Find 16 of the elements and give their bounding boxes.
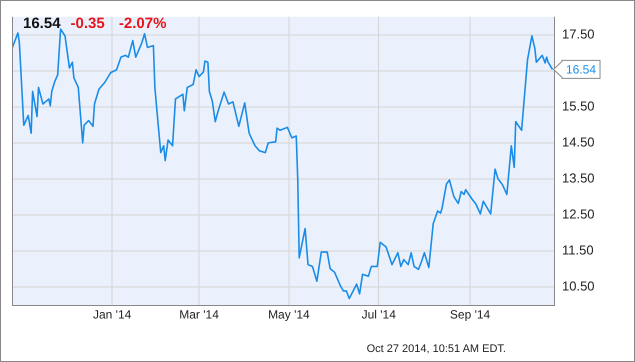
y-tick-label: 10.50 <box>562 278 595 294</box>
chart-subtitle: -0.35 -2.07% <box>70 15 166 32</box>
x-tick-label: Sep '14 <box>450 308 491 322</box>
chart-title: 16.54 <box>23 15 61 32</box>
x-tick-label: May '14 <box>268 308 310 322</box>
y-tick-label: 12.50 <box>562 206 595 222</box>
y-tick-label: 17.50 <box>562 26 595 42</box>
text: Oct 27 2014, 10:51 AM EDT. <box>366 343 506 355</box>
x-tick-label: Jan '14 <box>92 308 132 322</box>
x-tick-label: Mar '14 <box>179 308 220 322</box>
x-tick-label: Jul '14 <box>362 308 396 322</box>
annotation: 16.54 <box>566 62 596 77</box>
y-tick-label: 13.50 <box>562 170 595 186</box>
y-tick-label: 11.50 <box>562 242 594 258</box>
y-tick-label: 15.50 <box>562 98 595 114</box>
y-tick-label: 14.50 <box>562 134 595 150</box>
